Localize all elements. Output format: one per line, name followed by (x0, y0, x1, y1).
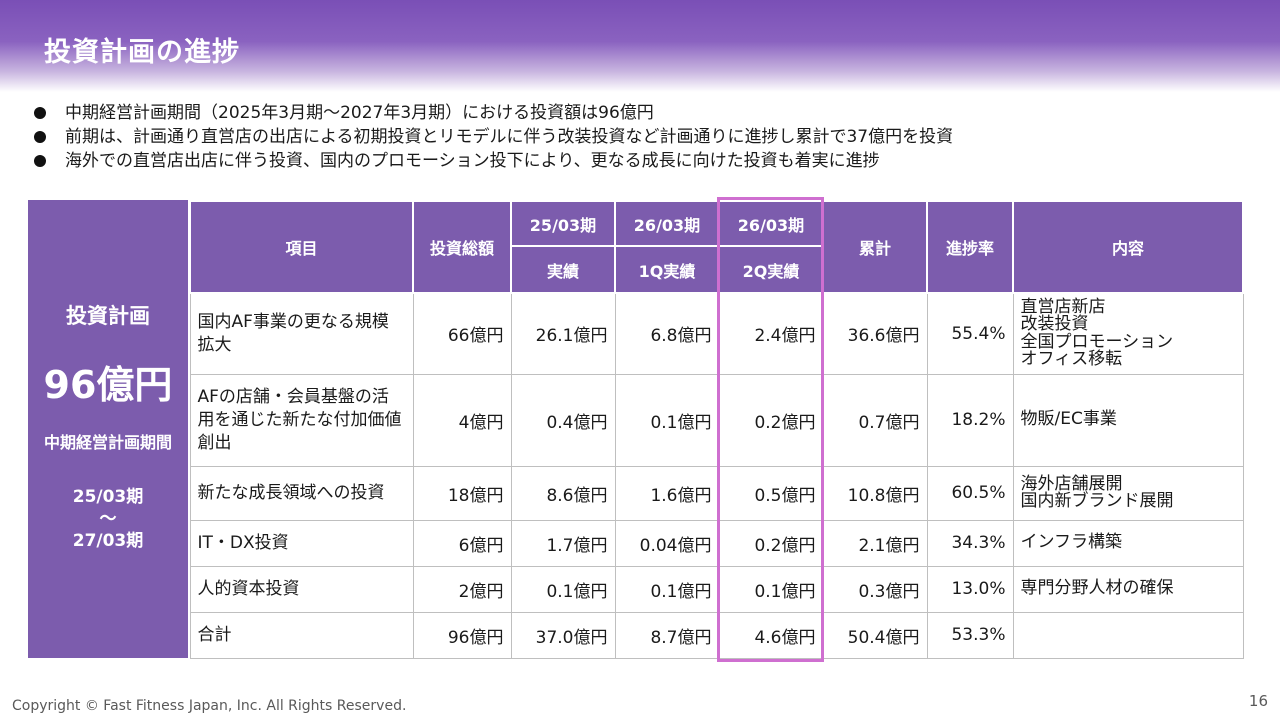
row-total: 18億円 (412, 465, 512, 521)
row-progress: 34.3% (926, 519, 1014, 567)
row-fy25: 1.7億円 (510, 519, 616, 567)
header-fy25-actual: 実績 (510, 245, 616, 294)
header-item: 項目 (189, 200, 414, 294)
row-cumulative: 0.7億円 (822, 373, 928, 467)
row-q1: 1.6億円 (614, 465, 720, 521)
page-number: 16 (1248, 692, 1268, 710)
summary-label: 投資計画 (66, 304, 150, 328)
row-total: 66億円 (412, 292, 512, 375)
row-total: 2億円 (412, 565, 512, 613)
row-fy25: 37.0億円 (510, 611, 616, 659)
row-item: AFの店舗・会員基盤の活用を通じた新たな付加価値創出 (189, 373, 414, 467)
row-content: 海外店舗展開 国内新ブランド展開 (1012, 465, 1244, 521)
slide-title: 投資計画の進捗 (44, 37, 240, 68)
bullet-text: 前期は、計画通り直営店の出店による初期投資とリモデルに伴う改装投資など計画通りに… (65, 127, 954, 147)
row-q2: 0.2億円 (718, 373, 824, 467)
bullet-dot-icon (34, 107, 46, 119)
table-row: IT・DX投資 6億円 1.7億円 0.04億円 0.2億円 2.1億円 34.… (189, 519, 1244, 567)
row-q2: 2.4億円 (718, 292, 824, 375)
row-fy25: 0.4億円 (510, 373, 616, 467)
row-q1: 0.04億円 (614, 519, 720, 567)
row-item: 合計 (189, 611, 414, 659)
bullet-dot-icon (34, 131, 46, 143)
table-row: 人的資本投資 2億円 0.1億円 0.1億円 0.1億円 0.3億円 13.0%… (189, 565, 1244, 613)
content-line: 国内新ブランド展開 (1020, 491, 1174, 511)
content-line: オフィス移転 (1020, 349, 1123, 370)
row-cumulative: 36.6億円 (822, 292, 928, 375)
header-fy26-q1-actual: 1Q実績 (614, 245, 720, 294)
row-fy25: 0.1億円 (510, 565, 616, 613)
bullet-list: 中期経営計画期間（2025年3月期～2027年3月期）における投資額は96億円 … (32, 101, 1252, 173)
row-item: 新たな成長領域への投資 (189, 465, 414, 521)
bullet-item: 前期は、計画通り直営店の出店による初期投資とリモデルに伴う改装投資など計画通りに… (32, 125, 1252, 149)
row-q2: 0.2億円 (718, 519, 824, 567)
range-separator: ～ (99, 509, 117, 529)
content-line: 直営店新店 (1020, 296, 1106, 317)
row-total: 4億円 (412, 373, 512, 467)
table-row: AFの店舗・会員基盤の活用を通じた新たな付加価値創出 4億円 0.4億円 0.1… (189, 373, 1244, 467)
content-line: 物販/EC事業 (1020, 409, 1117, 430)
header-fy26-q2: 26/03期 (718, 200, 824, 247)
summary-amount: 96億円 (43, 363, 173, 407)
row-fy25: 26.1億円 (510, 292, 616, 375)
content-line: インフラ構築 (1020, 532, 1123, 553)
table-row: 国内AF事業の更なる規模拡大 66億円 26.1億円 6.8億円 2.4億円 3… (189, 292, 1244, 375)
header-fy26-q2-actual: 2Q実績 (718, 245, 824, 294)
content-line: 海外店舗展開 (1020, 473, 1123, 494)
row-progress: 53.3% (926, 611, 1014, 659)
table-row: 新たな成長領域への投資 18億円 8.6億円 1.6億円 0.5億円 10.8億… (189, 465, 1244, 521)
row-total: 96億円 (412, 611, 512, 659)
header-fy25: 25/03期 (510, 200, 616, 247)
row-q2: 0.1億円 (718, 565, 824, 613)
bullet-item: 中期経営計画期間（2025年3月期～2027年3月期）における投資額は96億円 (32, 101, 1252, 125)
row-progress: 13.0% (926, 565, 1014, 613)
header-progress: 進捗率 (926, 200, 1014, 294)
row-q1: 0.1億円 (614, 565, 720, 613)
copyright-notice: Copyright © Fast Fitness Japan, Inc. All… (12, 698, 407, 714)
summary-period-label: 中期経営計画期間 (43, 433, 172, 452)
bullet-text: 中期経営計画期間（2025年3月期～2027年3月期）における投資額は96億円 (65, 103, 654, 123)
header-fy26-q1: 26/03期 (614, 200, 720, 247)
row-content: 専門分野人材の確保 (1012, 565, 1244, 613)
row-content (1012, 611, 1244, 659)
row-q1: 6.8億円 (614, 292, 720, 375)
investment-summary-panel: 投資計画 96億円 中期経営計画期間 25/03期 ～ 27/03期 (28, 200, 188, 658)
investment-progress-table: 項目 投資総額 25/03期 26/03期 26/03期 累計 進捗率 内容 実… (189, 200, 1244, 659)
row-cumulative: 10.8億円 (822, 465, 928, 521)
row-progress: 60.5% (926, 465, 1014, 521)
row-q2: 4.6億円 (718, 611, 824, 659)
title-banner (0, 0, 1280, 92)
content-line: 全国プロモーション (1020, 331, 1174, 352)
row-progress: 55.4% (926, 292, 1014, 375)
table-total-row: 合計 96億円 37.0億円 8.7億円 4.6億円 50.4億円 53.3% (189, 611, 1244, 659)
row-content: インフラ構築 (1012, 519, 1244, 567)
row-progress: 18.2% (926, 373, 1014, 467)
row-content: 直営店新店 改装投資 全国プロモーション オフィス移転 (1012, 292, 1244, 375)
summary-period-range: 25/03期 ～ 27/03期 (28, 486, 188, 552)
range-start: 25/03期 (72, 487, 144, 507)
row-q1: 8.7億円 (614, 611, 720, 659)
header-total: 投資総額 (412, 200, 512, 294)
content-line: 改装投資 (1020, 314, 1089, 335)
header-cumulative: 累計 (822, 200, 928, 294)
row-q2: 0.5億円 (718, 465, 824, 521)
row-q1: 0.1億円 (614, 373, 720, 467)
range-end: 27/03期 (72, 531, 144, 551)
bullet-item: 海外での直営店出店に伴う投資、国内のプロモーション投下により、更なる成長に向けた… (32, 149, 1252, 173)
bullet-text: 海外での直営店出店に伴う投資、国内のプロモーション投下により、更なる成長に向けた… (65, 151, 880, 171)
row-item: 人的資本投資 (189, 565, 414, 613)
row-cumulative: 50.4億円 (822, 611, 928, 659)
row-fy25: 8.6億円 (510, 465, 616, 521)
content-line: 専門分野人材の確保 (1020, 578, 1174, 599)
bullet-dot-icon (34, 155, 46, 167)
row-item: IT・DX投資 (189, 519, 414, 567)
header-content: 内容 (1012, 200, 1244, 294)
row-cumulative: 2.1億円 (822, 519, 928, 567)
row-cumulative: 0.3億円 (822, 565, 928, 613)
row-total: 6億円 (412, 519, 512, 567)
row-item: 国内AF事業の更なる規模拡大 (189, 292, 414, 375)
row-content: 物販/EC事業 (1012, 373, 1244, 467)
